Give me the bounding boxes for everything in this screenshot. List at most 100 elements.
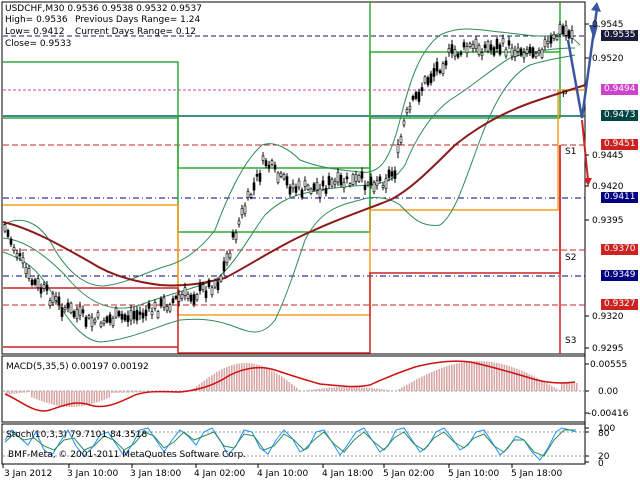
candle-body: [276, 172, 280, 183]
macd-bar: [446, 366, 448, 391]
macd-bar: [418, 378, 421, 391]
candle-body: [288, 186, 292, 195]
candle-body: [15, 253, 19, 258]
candle-body: [207, 279, 211, 288]
macd-bar: [246, 363, 248, 391]
candle-body: [549, 36, 553, 44]
candle-body: [384, 178, 388, 189]
price-tag-0349: 0.9349: [601, 270, 638, 281]
macd-bar: [538, 379, 541, 391]
candle-body: [555, 36, 559, 40]
macd-bar: [273, 371, 276, 391]
macd-bar: [288, 382, 291, 391]
candle-body: [252, 182, 256, 191]
candle-body: [414, 92, 418, 99]
candle-body: [114, 307, 118, 318]
macd-bar: [343, 387, 346, 391]
macd-bar: [203, 380, 206, 391]
candle-body: [78, 306, 82, 316]
macd-bar: [131, 391, 133, 393]
candle-body: [513, 50, 517, 57]
macd-bar: [226, 367, 228, 391]
chart-symbol-header: USDCHF,M30 0.9536 0.9538 0.9532 0.9537: [5, 4, 202, 15]
macd-bar: [486, 361, 488, 391]
candle-body: [369, 176, 373, 186]
macd-bar: [283, 378, 286, 391]
candle-body: [363, 185, 367, 191]
candle-body: [570, 30, 574, 39]
macd-bar: [376, 388, 378, 391]
macd-bar: [306, 390, 308, 391]
high-label: High= 0.9536: [5, 15, 68, 25]
candle-body: [543, 39, 547, 48]
macd-bar: [503, 364, 506, 391]
price-tick-1: 0.9520: [592, 54, 624, 64]
time-tick-1: 3 Jan 10:00: [67, 469, 119, 479]
candle-body: [546, 40, 550, 44]
macd-bar: [563, 383, 566, 391]
candle-body: [390, 171, 394, 177]
macd-bar: [241, 363, 243, 391]
macd-bar: [398, 389, 401, 391]
macd-bar: [403, 386, 406, 391]
stoch-label: Stoch(10,3,3) 79.7101 84.3518: [6, 430, 147, 440]
macd-signal-line: [4, 360, 576, 412]
macd-bar: [116, 391, 118, 393]
macd-bar: [13, 391, 16, 394]
candle-body: [360, 171, 364, 179]
macd-bar: [361, 387, 363, 391]
candle-body: [237, 220, 241, 225]
macd-bar: [471, 361, 473, 391]
candle-body: [168, 304, 172, 312]
candle-body: [285, 176, 289, 186]
price-tag-0494: 0.9494: [601, 84, 638, 95]
candle-body: [213, 280, 217, 288]
candle-body: [318, 188, 322, 198]
candle-body: [21, 257, 25, 264]
price-candles[interactable]: [3, 20, 574, 332]
macd-bar: [51, 391, 53, 405]
price-tick-0: 0.9545: [592, 20, 624, 30]
candle-body: [447, 48, 451, 53]
macd-bar: [138, 391, 141, 393]
macd-bar: [408, 383, 411, 391]
macd-bar: [41, 391, 43, 402]
macd-bar: [36, 391, 38, 400]
candle-body: [177, 294, 181, 302]
time-tick-4: 4 Jan 10:00: [257, 469, 309, 479]
macd-bar: [383, 389, 386, 391]
candle-body: [246, 191, 250, 198]
time-tick-2: 3 Jan 18:00: [130, 469, 182, 479]
macd-bar: [118, 391, 121, 393]
candle-body: [429, 73, 433, 84]
candle-body: [321, 180, 325, 187]
forecast-arrow-blue-head-2: [589, 25, 598, 40]
candle-body: [528, 46, 532, 53]
macd-bar: [88, 391, 91, 405]
macd-bar: [98, 391, 101, 402]
price-tick-6: 0.9295: [592, 344, 624, 354]
candle-body: [153, 301, 157, 309]
macd-bar: [401, 387, 403, 391]
macd-bar: [428, 373, 431, 391]
forecast-arrow-red: [581, 119, 589, 181]
candle-body: [144, 309, 148, 317]
main-price-panel[interactable]: [1, 1, 586, 355]
macd-bar: [391, 390, 393, 391]
candle-body: [156, 311, 160, 318]
macd-bar: [546, 383, 548, 391]
candle-body: [507, 40, 511, 46]
candle-body: [354, 174, 358, 182]
macd-bar: [568, 383, 571, 391]
candle-body: [33, 279, 37, 285]
macd-bar: [238, 363, 241, 391]
macd-bar: [43, 391, 46, 403]
macd-bar: [268, 369, 271, 391]
stoch-panel[interactable]: [1, 423, 586, 465]
time-tick-6: 5 Jan 02:00: [383, 469, 435, 479]
macd-bar: [426, 374, 428, 391]
time-tick-5: 4 Jan 18:00: [322, 469, 374, 479]
candle-body: [357, 175, 361, 182]
